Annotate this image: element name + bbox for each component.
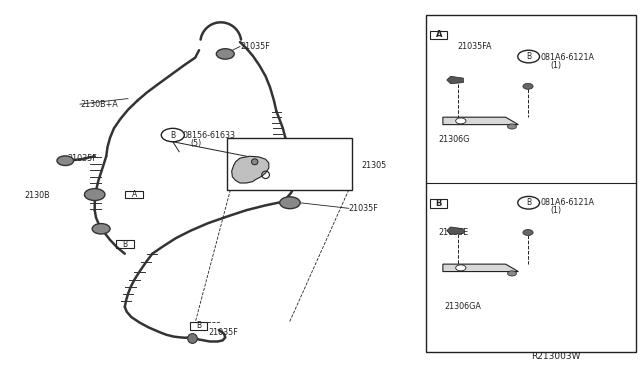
Circle shape: [508, 271, 516, 276]
Circle shape: [216, 49, 234, 59]
Circle shape: [92, 224, 110, 234]
Text: 21306GA: 21306GA: [445, 302, 482, 311]
Circle shape: [523, 83, 533, 89]
Text: 21035E: 21035E: [438, 228, 468, 237]
Circle shape: [280, 197, 300, 209]
Polygon shape: [443, 117, 518, 125]
Text: 21035F: 21035F: [208, 328, 237, 337]
Circle shape: [518, 196, 540, 209]
Circle shape: [456, 118, 466, 124]
Circle shape: [161, 128, 184, 142]
Text: 21014V: 21014V: [272, 150, 303, 159]
Text: B: B: [526, 52, 531, 61]
Text: 21014VA: 21014VA: [278, 172, 314, 181]
Bar: [227, 138, 352, 190]
Text: B: B: [122, 240, 128, 248]
Text: B: B: [436, 199, 442, 208]
Text: A: A: [435, 31, 442, 39]
Text: 081A6-6121A: 081A6-6121A: [541, 53, 595, 62]
Bar: [426, 15, 636, 352]
Text: (5): (5): [191, 139, 202, 148]
Text: 21306G: 21306G: [438, 135, 470, 144]
Text: B: B: [196, 321, 202, 330]
Circle shape: [523, 230, 533, 235]
Polygon shape: [443, 264, 518, 272]
Text: B: B: [526, 198, 531, 207]
Text: 21035F: 21035F: [240, 42, 269, 51]
Circle shape: [518, 50, 540, 63]
Text: 21035F: 21035F: [349, 204, 378, 213]
Polygon shape: [232, 156, 269, 183]
Circle shape: [57, 156, 74, 166]
Text: 21035F: 21035F: [67, 154, 97, 163]
Circle shape: [508, 124, 516, 129]
Circle shape: [456, 265, 466, 271]
Text: B: B: [170, 131, 175, 140]
Text: 08156-61633: 08156-61633: [182, 131, 236, 140]
Text: 21035FA: 21035FA: [458, 42, 492, 51]
Polygon shape: [447, 227, 463, 234]
Text: R213003W: R213003W: [531, 352, 580, 361]
Text: (1): (1): [550, 61, 561, 70]
Text: (1): (1): [550, 206, 561, 215]
Text: 2130B+A: 2130B+A: [80, 100, 118, 109]
Circle shape: [84, 189, 105, 201]
Text: 081A6-6121A: 081A6-6121A: [541, 198, 595, 207]
Text: 2130B: 2130B: [24, 191, 50, 200]
Text: 21305: 21305: [362, 161, 387, 170]
Polygon shape: [447, 76, 463, 84]
Text: A: A: [131, 190, 137, 199]
Ellipse shape: [252, 159, 258, 165]
